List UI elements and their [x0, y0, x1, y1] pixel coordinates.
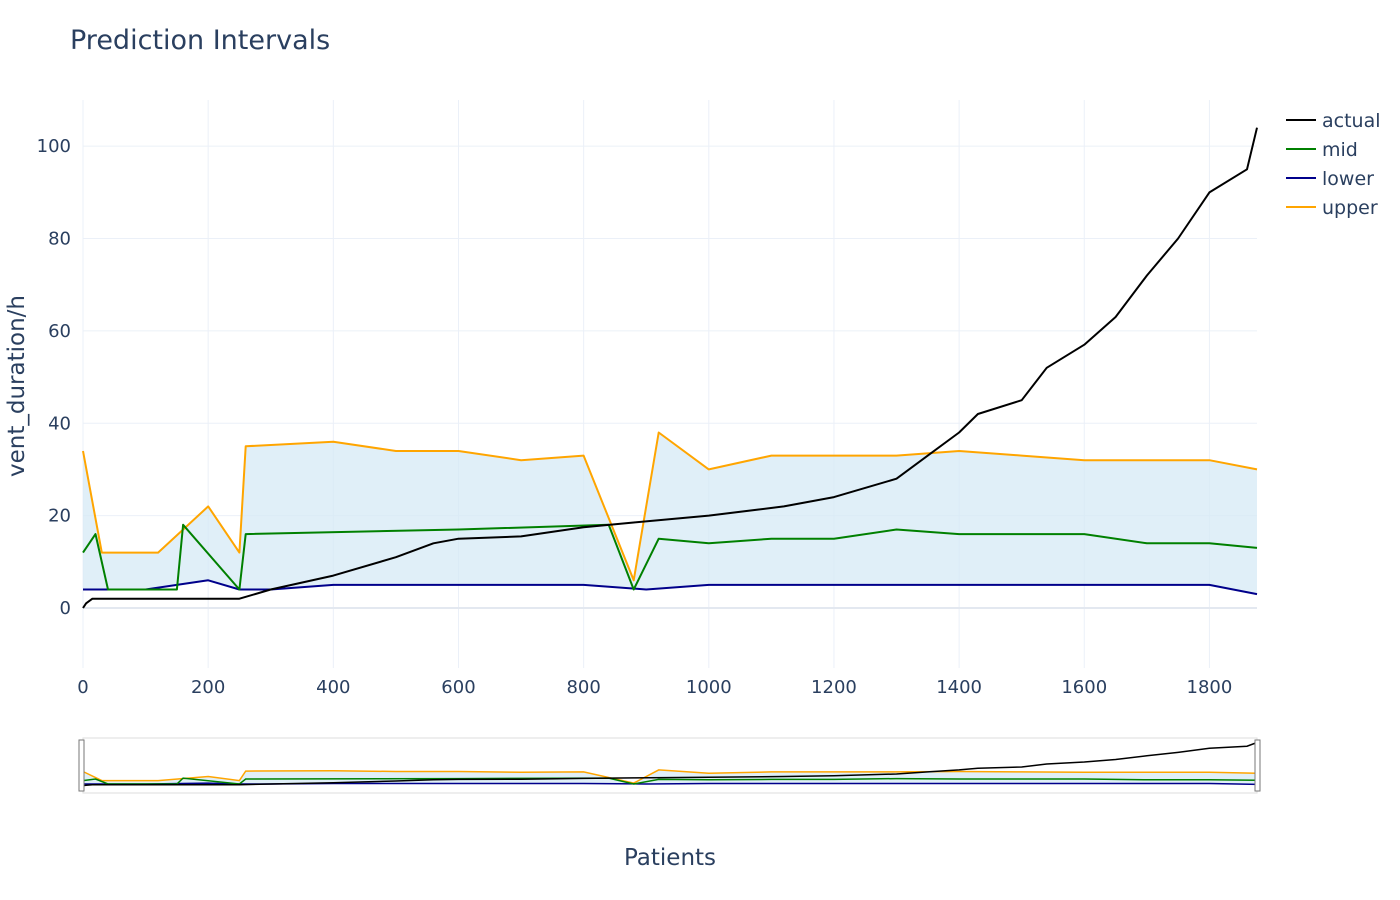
y-tick-label: 60 [48, 321, 71, 342]
x-tick-label: 1600 [1061, 677, 1107, 698]
series-line-mid[interactable] [82, 523, 1258, 591]
series-lines[interactable] [82, 127, 1258, 609]
series-line-actual[interactable] [82, 127, 1258, 609]
x-tick-label: 1800 [1187, 677, 1233, 698]
x-tick-label: 1400 [936, 677, 982, 698]
interval-band [83, 432, 1257, 595]
x-tick-label: 800 [566, 677, 600, 698]
series-line-upper[interactable] [82, 431, 1258, 582]
x-tick-label: 1000 [686, 677, 732, 698]
x-tick-label: 200 [191, 677, 225, 698]
legend-label: mid [1322, 139, 1358, 161]
range-slider-right-handle[interactable] [1254, 739, 1261, 792]
y-tick-label: 80 [48, 229, 71, 250]
legend-item-actual[interactable]: actual [1286, 110, 1381, 132]
slider-line-mid [82, 777, 1258, 785]
legend-item-upper[interactable]: upper [1286, 197, 1378, 219]
y-tick-label: 40 [48, 413, 71, 434]
x-axis-title: Patients [624, 845, 716, 871]
y-axis-ticks: 0 20 40 60 80 100 [37, 136, 71, 619]
range-slider[interactable] [78, 737, 1261, 794]
range-slider-left-handle[interactable] [78, 739, 85, 792]
chart-title: Prediction Intervals [70, 25, 330, 56]
x-axis-ticks: 0 200 400 600 800 1000 1200 1400 1600 1800 [77, 677, 1232, 698]
legend-item-mid[interactable]: mid [1286, 139, 1358, 161]
legend[interactable]: actual mid lower upper [1286, 110, 1381, 219]
y-tick-label: 0 [60, 598, 71, 619]
series-line-lower[interactable] [83, 579, 1258, 596]
x-tick-label: 600 [441, 677, 475, 698]
x-tick-label: 0 [77, 677, 88, 698]
legend-item-lower[interactable]: lower [1286, 168, 1374, 190]
legend-label: lower [1322, 168, 1374, 190]
y-axis-title: vent_duration/h [4, 295, 30, 477]
interval-fill [83, 432, 1257, 595]
x-tick-label: 400 [316, 677, 350, 698]
slider-line-upper [82, 769, 1258, 784]
legend-label: actual [1322, 110, 1381, 132]
legend-label: upper [1322, 197, 1378, 219]
x-tick-label: 1200 [811, 677, 857, 698]
y-tick-label: 20 [48, 506, 71, 527]
y-tick-label: 100 [37, 136, 71, 157]
range-slider-series [82, 741, 1258, 787]
slider-line-actual [82, 741, 1258, 787]
